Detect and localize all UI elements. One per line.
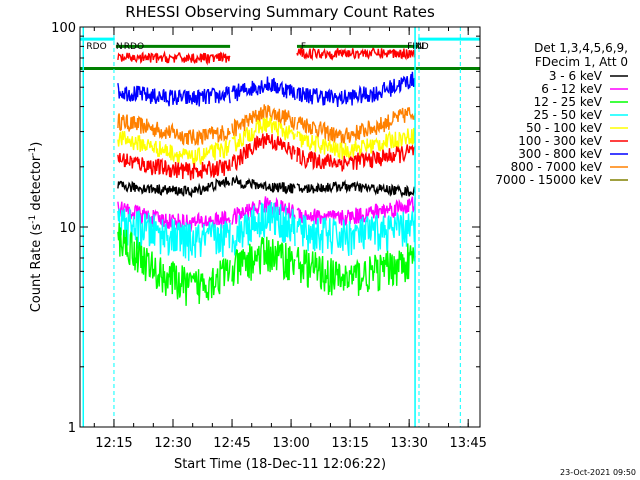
series-line (231, 174, 296, 195)
legend-label: 7000 - 15000 keV (495, 173, 602, 187)
legend: Det 1,3,4,5,6,9, FDecim 1, Att 0 3 - 6 k… (495, 41, 628, 187)
flag-annotation: F (301, 42, 306, 52)
legend-label: 100 - 300 keV (518, 134, 602, 148)
series-line (296, 107, 416, 144)
axes: 12:15 12:30 12:45 13:00 13:15 13:30 13:45 1 10 10… (51, 21, 487, 451)
timestamp: 23-Oct-2021 09:50 (560, 468, 636, 477)
series-line (296, 243, 416, 296)
flag-annotation: FIND (407, 42, 429, 52)
legend-label: 800 - 7000 keV (511, 160, 603, 174)
legend-header: Det 1,3,4,5,6,9, (534, 41, 628, 55)
x-tick-label: 12:30 (154, 436, 191, 451)
x-axis-label: Start Time (18-Dec-11 12:06:22) (174, 457, 386, 472)
legend-label: 300 - 800 keV (518, 147, 602, 161)
legend-label: 50 - 100 keV (526, 121, 603, 135)
y-axis-label-exponent: -1 (28, 215, 38, 224)
series-line (296, 127, 416, 160)
x-tick-label: 12:45 (213, 436, 250, 451)
legend-label: 6 - 12 keV (541, 82, 603, 96)
series-line (117, 176, 231, 198)
y-tick-label: 10 (59, 221, 76, 236)
x-tick-label: 12:15 (95, 436, 132, 451)
series-line (117, 222, 231, 306)
series-line (117, 131, 231, 167)
flag-annotation: N (417, 42, 424, 52)
series-line (117, 83, 231, 107)
y-axis-label-part: detector (29, 155, 44, 215)
series-line (296, 71, 416, 107)
y-axis-label-exponent: -1 (28, 147, 38, 156)
series-line (296, 211, 416, 256)
x-tick-label: 13:00 (272, 436, 309, 451)
y-axis-label-part: Count Rate (s (29, 224, 44, 313)
y-tick-label: 100 (51, 21, 76, 36)
series-line (117, 50, 231, 66)
series-line (296, 144, 416, 172)
series-line (231, 133, 296, 172)
legend-label: 25 - 50 keV (534, 108, 603, 122)
series-line (117, 152, 231, 181)
x-tick-label: 13:30 (390, 436, 427, 451)
series-line (296, 46, 416, 62)
legend-header: FDecim 1, Att 0 (535, 55, 628, 69)
series-line (231, 201, 296, 257)
series-line (231, 236, 296, 286)
y-axis-label: Count Rate (s-1 detector-1) (28, 142, 44, 313)
flag-annotation: RDO (86, 42, 106, 52)
y-axis-label-part: ) (29, 142, 44, 147)
chart-title: RHESSI Observing Summary Count Rates (125, 3, 435, 21)
series-line (296, 196, 416, 228)
series-line (117, 208, 231, 261)
x-tick-label: 13:15 (331, 436, 368, 451)
series-line (117, 201, 231, 232)
x-tick-label: 13:45 (449, 436, 486, 451)
series-line (117, 113, 231, 146)
series-line (231, 76, 296, 102)
y-tick-label: 1 (68, 421, 76, 436)
series-line (231, 116, 296, 152)
series-line (296, 179, 416, 199)
legend-label: 3 - 6 keV (549, 69, 603, 83)
flag-annotation: RDO (124, 42, 144, 52)
flag-annotation: N (116, 42, 123, 52)
legend-label: 12 - 25 keV (534, 95, 603, 109)
